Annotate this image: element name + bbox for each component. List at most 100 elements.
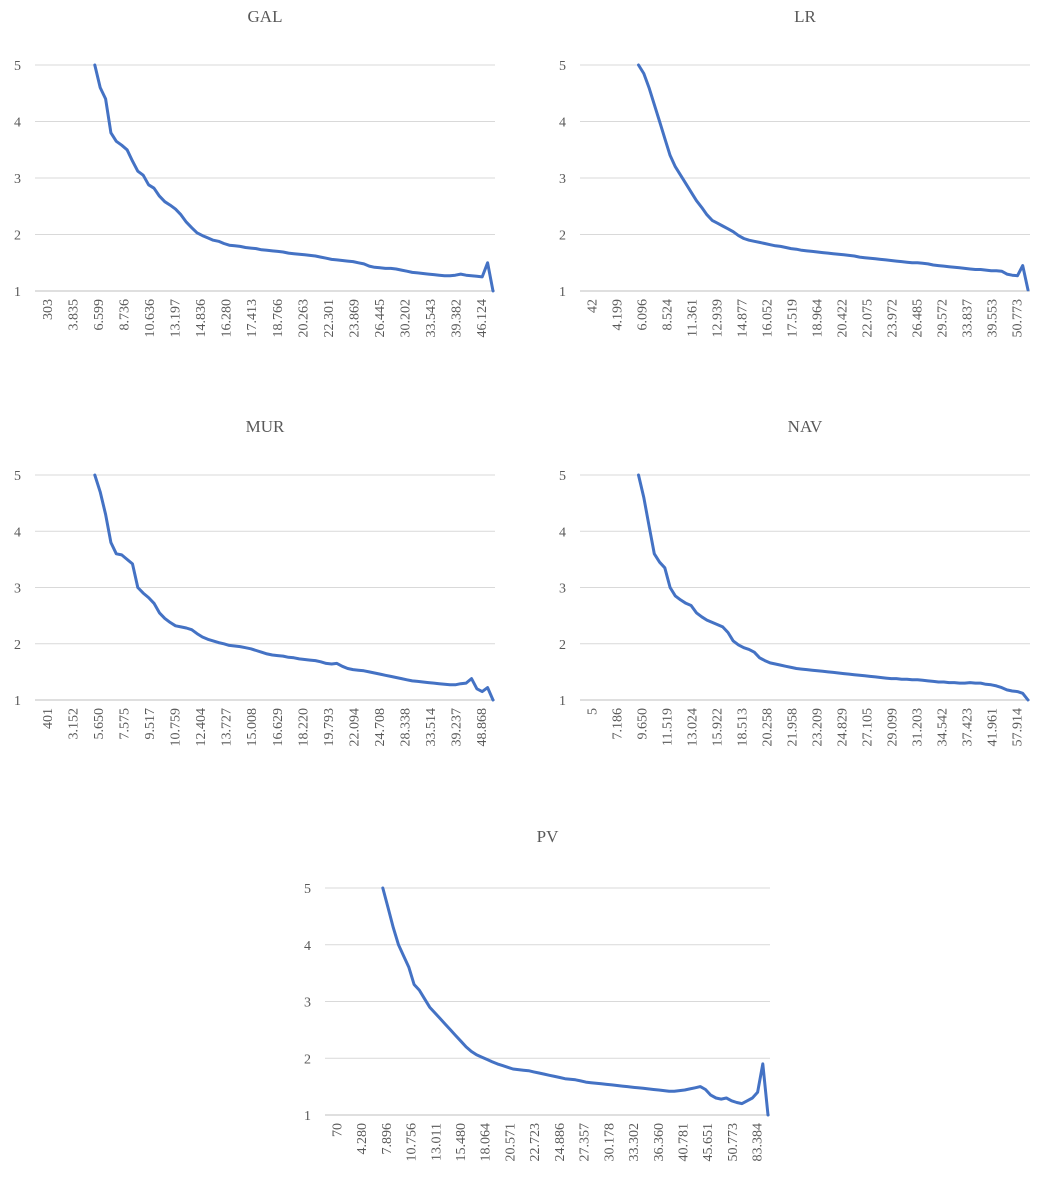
x-tick-label: 27.357 <box>578 1123 593 1162</box>
x-tick-label: 13.197 <box>169 299 184 338</box>
x-tick-label: 7.896 <box>380 1123 395 1155</box>
x-tick-label: 24.708 <box>373 708 388 747</box>
x-tick-label: 26.485 <box>911 299 926 338</box>
y-tick-label: 5 <box>14 59 21 74</box>
series-line <box>93 63 495 293</box>
chart-title: PV <box>537 827 559 846</box>
x-tick-label: 4.280 <box>355 1123 370 1155</box>
x-tick-label: 29.099 <box>886 708 901 747</box>
y-tick-label: 4 <box>559 525 566 540</box>
chart-svg: NAV 1 2 3 4 5 5 7.186 9.650 11.519 13.024 15.922 18.… <box>559 417 1030 747</box>
x-tick-label: 27.105 <box>861 708 876 747</box>
x-tick-label: 6.599 <box>92 299 107 331</box>
y-tick-label: 1 <box>14 285 21 300</box>
chart-title: GAL <box>248 7 283 26</box>
chart-svg: GAL 1 2 3 4 5 303 3.835 6.599 8.736 10.636 13.197 14… <box>14 7 495 338</box>
x-tick-label: 12.939 <box>711 299 726 338</box>
chart-mur: MUR 1 2 3 4 5 401 3.152 5.650 7.575 9.517 10.759 12.… <box>0 410 510 790</box>
x-tick-label: 48.868 <box>475 708 490 747</box>
x-tick-label: 13.024 <box>686 708 701 747</box>
x-tick-label: 22.301 <box>322 299 337 338</box>
x-tick-label: 22.094 <box>347 708 362 747</box>
y-tick-label: 1 <box>14 694 21 709</box>
series-line <box>381 886 770 1117</box>
x-tick-label: 26.445 <box>373 299 388 338</box>
x-tick-label: 46.124 <box>475 299 490 338</box>
y-tick-label: 5 <box>559 59 566 74</box>
x-tick-label: 18.513 <box>736 708 751 747</box>
x-tick-label: 18.064 <box>479 1123 494 1162</box>
x-tick-label: 4.199 <box>611 299 626 331</box>
y-tick-label: 2 <box>559 229 566 244</box>
x-tick-label: 15.008 <box>245 708 260 747</box>
x-tick-label: 7.575 <box>117 708 132 740</box>
y-tick-label: 3 <box>304 996 311 1011</box>
x-tick-label: 303 <box>41 299 56 320</box>
x-tick-label: 9.517 <box>143 708 158 740</box>
y-tick-label: 3 <box>559 172 566 187</box>
x-tick-label: 24.829 <box>836 708 851 747</box>
x-tick-label: 14.836 <box>194 299 209 338</box>
y-tick-label: 1 <box>559 285 566 300</box>
x-tick-label: 15.480 <box>454 1123 469 1162</box>
x-tick-label: 13.011 <box>429 1123 444 1161</box>
y-tick-label: 2 <box>14 229 21 244</box>
x-tick-label: 30.202 <box>399 299 414 338</box>
x-tick-label: 36.360 <box>652 1123 667 1162</box>
x-tick-label: 15.922 <box>711 708 726 747</box>
x-tick-label: 40.781 <box>676 1123 691 1162</box>
x-tick-label: 39.382 <box>450 299 465 338</box>
x-tick-label: 37.423 <box>961 708 976 747</box>
y-tick-label: 3 <box>14 172 21 187</box>
y-tick-label: 1 <box>559 694 566 709</box>
x-tick-label: 57.914 <box>1011 708 1026 747</box>
x-tick-label: 21.958 <box>786 708 801 747</box>
y-tick-label: 5 <box>304 882 311 897</box>
x-tick-label: 18.964 <box>811 299 826 338</box>
x-tick-label: 8.736 <box>117 299 132 331</box>
chart-title: LR <box>794 7 816 26</box>
x-tick-label: 10.759 <box>169 708 184 747</box>
x-tick-label: 23.209 <box>811 708 826 747</box>
x-tick-label: 401 <box>41 708 56 729</box>
chart-nav: NAV 1 2 3 4 5 5 7.186 9.650 11.519 13.024 15.922 18.… <box>530 410 1046 790</box>
chart-lr: LR 1 2 3 4 5 42 4.199 6.096 8.524 11.361 12.939 14.8… <box>530 0 1046 380</box>
x-tick-label: 24.886 <box>553 1123 568 1162</box>
x-tick-label: 3.152 <box>66 708 81 740</box>
y-tick-label: 5 <box>559 469 566 484</box>
x-tick-label: 5 <box>586 708 601 715</box>
x-tick-label: 17.519 <box>786 299 801 338</box>
x-tick-label: 11.361 <box>686 299 701 337</box>
x-tick-label: 22.075 <box>861 299 876 338</box>
y-tick-label: 3 <box>559 582 566 597</box>
x-tick-label: 29.572 <box>936 299 951 338</box>
x-tick-label: 20.258 <box>761 708 776 747</box>
x-tick-label: 39.237 <box>450 708 465 747</box>
x-tick-label: 23.869 <box>347 299 362 338</box>
x-tick-label: 18.766 <box>271 299 286 338</box>
chart-svg: PV 1 2 3 4 5 70 4.280 7.896 10.756 13.011 15.480 18.… <box>304 827 770 1162</box>
y-tick-label: 2 <box>14 638 21 653</box>
x-tick-label: 16.280 <box>220 299 235 338</box>
chart-title: NAV <box>788 417 823 436</box>
x-tick-label: 33.543 <box>424 299 439 338</box>
x-tick-label: 50.773 <box>1011 299 1026 338</box>
y-tick-label: 4 <box>14 525 21 540</box>
series-line <box>637 63 1030 292</box>
x-tick-label: 83.384 <box>751 1123 766 1162</box>
x-tick-label: 14.877 <box>736 299 751 338</box>
x-tick-label: 20.571 <box>503 1123 518 1162</box>
y-tick-label: 3 <box>14 582 21 597</box>
x-tick-label: 13.727 <box>220 708 235 747</box>
series-line <box>637 473 1030 702</box>
x-tick-label: 10.636 <box>143 299 158 338</box>
y-tick-label: 4 <box>14 116 21 131</box>
series-line <box>93 473 495 702</box>
x-tick-label: 17.413 <box>245 299 260 338</box>
chart-title: MUR <box>246 417 285 436</box>
y-tick-label: 2 <box>559 638 566 653</box>
x-tick-label: 8.524 <box>661 299 676 331</box>
x-tick-label: 18.220 <box>296 708 311 747</box>
x-tick-label: 28.338 <box>399 708 414 747</box>
x-tick-label: 31.203 <box>911 708 926 747</box>
